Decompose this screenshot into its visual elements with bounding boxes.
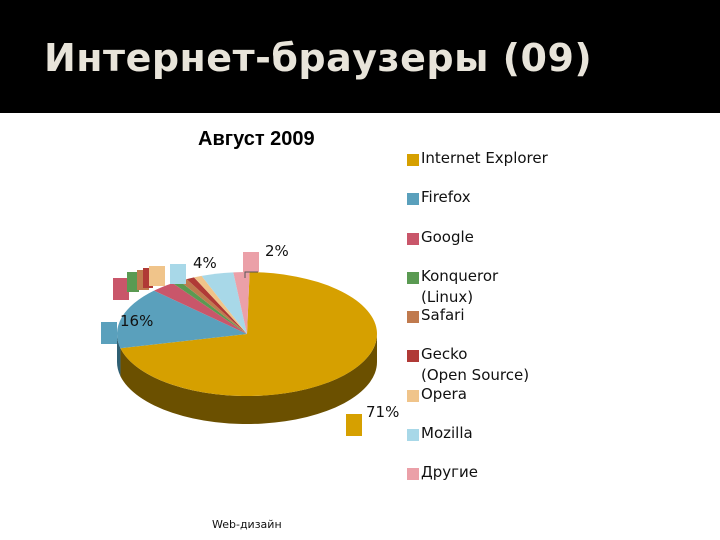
legend-label: Firefox bbox=[421, 188, 471, 206]
pie-slice-другие bbox=[233, 272, 250, 334]
legend-label: Mozilla bbox=[421, 424, 473, 442]
legend-swatch bbox=[407, 272, 419, 284]
pie-slice-safari bbox=[179, 279, 247, 334]
legend-item: Google bbox=[407, 227, 474, 248]
legend-swatch bbox=[407, 429, 419, 441]
legend-label: Safari bbox=[421, 306, 465, 324]
pie-slice-mozilla bbox=[201, 272, 247, 334]
legend-swatch bbox=[407, 193, 419, 205]
data-label-ie: 71% bbox=[366, 403, 400, 421]
legend-label: Другие bbox=[421, 463, 478, 481]
legend-item: Другие bbox=[407, 462, 478, 483]
legend-swatch bbox=[407, 350, 419, 362]
title-bar bbox=[0, 0, 720, 113]
label-marker-google bbox=[113, 278, 129, 300]
label-marker-other bbox=[243, 252, 259, 272]
pie-slice-google bbox=[154, 283, 247, 334]
legend-label: Opera bbox=[421, 385, 467, 403]
leader-line-other bbox=[244, 271, 258, 278]
legend-swatch bbox=[407, 390, 419, 402]
pie-slice-opera bbox=[194, 275, 247, 334]
pie-slice-internet-explorer-side bbox=[120, 334, 377, 424]
label-marker-opera bbox=[149, 266, 165, 286]
legend-swatch bbox=[407, 233, 419, 245]
chart-title: Август 2009 bbox=[198, 128, 315, 150]
pie-chart bbox=[101, 252, 377, 436]
label-marker-gecko bbox=[143, 268, 153, 288]
legend-label: Gecko (Open Source) bbox=[421, 345, 530, 384]
legend-swatch bbox=[407, 468, 419, 480]
legend-item: Mozilla bbox=[407, 423, 473, 444]
legend-item: Konqueror (Linux) bbox=[407, 266, 498, 308]
legend-item: Gecko (Open Source) bbox=[407, 344, 529, 386]
label-marker-firefox bbox=[101, 322, 117, 344]
legend-item: Opera bbox=[407, 384, 467, 405]
label-marker-mozilla bbox=[170, 264, 186, 284]
pie-slice-konqueror-linux bbox=[172, 280, 247, 334]
pie-slice-internet-explorer bbox=[120, 272, 377, 396]
pie-slice-firefox bbox=[117, 290, 248, 349]
label-marker-konqueror bbox=[127, 272, 139, 292]
legend-item: Internet Explorer bbox=[407, 148, 548, 169]
slide-title: Интернет-браузеры (09) bbox=[44, 36, 593, 80]
legend-swatch bbox=[407, 154, 419, 166]
data-label-firefox: 16% bbox=[120, 312, 154, 330]
legend-item: Safari bbox=[407, 305, 465, 326]
pie-slice-gecko-open-source bbox=[186, 277, 247, 334]
legend-item: Firefox bbox=[407, 187, 471, 208]
label-marker-ie bbox=[346, 414, 362, 436]
legend-label: Google bbox=[421, 228, 474, 246]
legend-swatch bbox=[407, 311, 419, 323]
legend-label: Internet Explorer bbox=[421, 149, 548, 167]
data-label-other: 2% bbox=[265, 242, 289, 260]
data-label-mozilla: 4% bbox=[193, 254, 217, 272]
pie-slice-firefox-side bbox=[117, 334, 121, 377]
footer-text: Web-дизайн bbox=[212, 518, 282, 531]
legend-label: Konqueror (Linux) bbox=[421, 267, 499, 306]
